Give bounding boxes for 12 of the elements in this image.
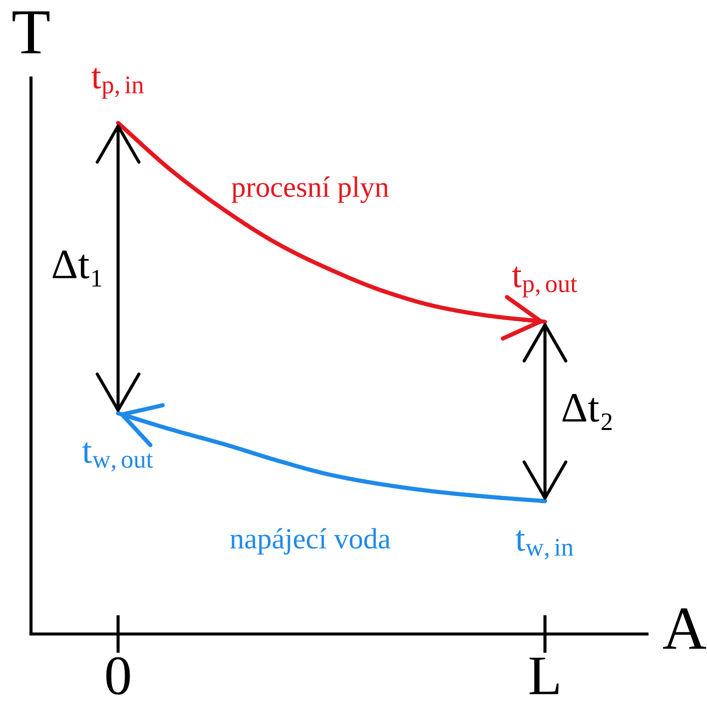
annotation: t$_{w,in}$ [516,530,574,560]
series-label: napájecí voda [230,528,390,555]
annotation: t$_{p,out}$ [512,266,578,298]
annotation: t$_{w,out}$ [82,442,153,472]
annotation: Δt₂ [562,394,612,430]
series-label: procesní plyn [232,176,389,204]
annotation: Δt₁ [52,250,102,286]
x-tick-label: 0 [106,657,130,695]
annotation: t$_{p,in}$ [92,68,144,99]
x-tick-label: L [530,658,559,694]
x-axis-title: A [663,608,706,649]
y-axis-title: T [12,11,50,54]
